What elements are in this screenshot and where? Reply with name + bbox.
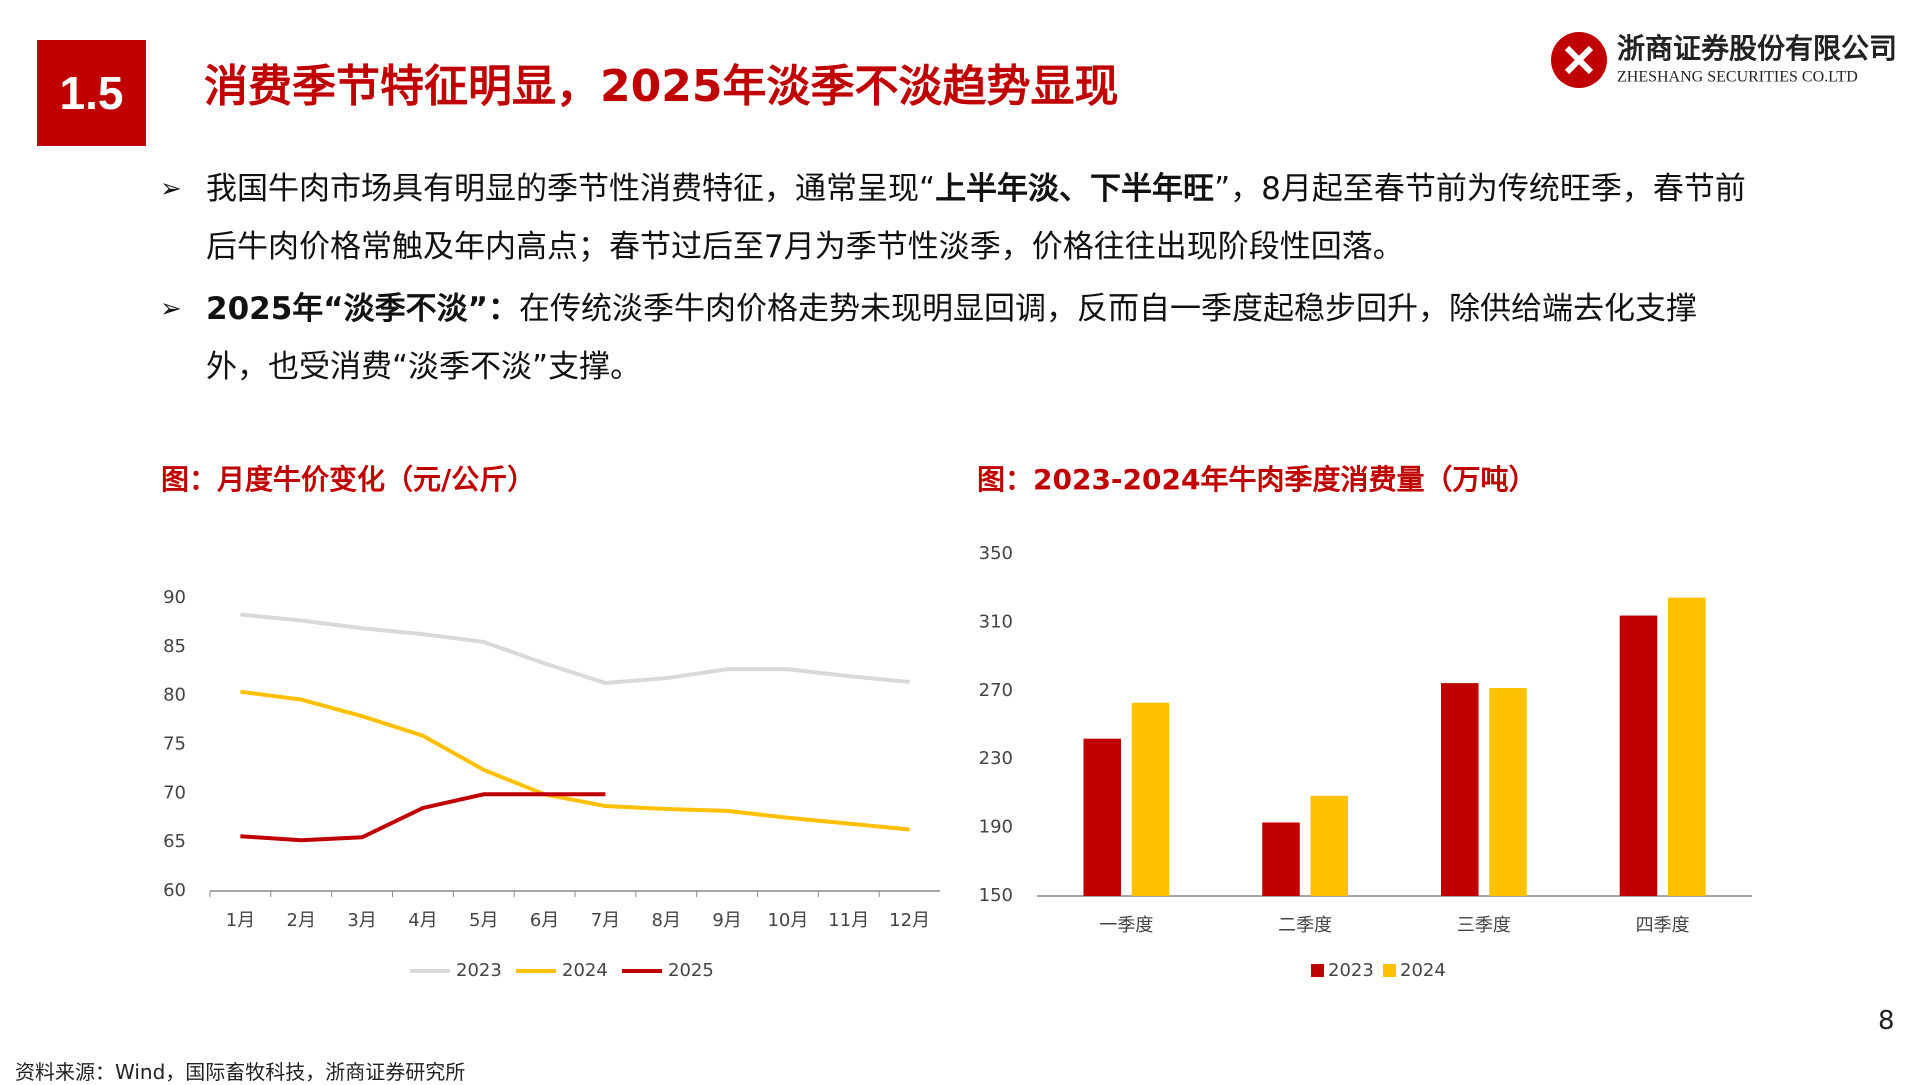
bar	[1262, 822, 1300, 896]
x-tick-label: 6月	[530, 910, 559, 931]
bar	[1440, 683, 1479, 896]
line	[240, 689, 910, 832]
page-number: 8	[1878, 1006, 1895, 1036]
chart-title: 图：月度牛价变化（元/公斤）	[161, 463, 536, 496]
bar	[1619, 615, 1658, 896]
x-tick-label: 12月	[889, 910, 930, 931]
x-tick-label: 四季度	[1636, 915, 1690, 936]
x-tick-label: 5月	[469, 910, 498, 931]
chart-title: 图：2023-2024年牛肉季度消费量（万吨）	[977, 463, 1537, 496]
bold-text: 上半年淡、下半年旺	[935, 171, 1215, 207]
bar	[1667, 597, 1706, 896]
legend-label: 2023	[456, 960, 502, 981]
bar	[1131, 702, 1170, 896]
logo: 浙商证券股份有限公司 ZHESHANG SECURITIES CO.LTD	[1551, 32, 1897, 88]
company-name-en: ZHESHANG SECURITIES CO.LTD	[1617, 69, 1858, 86]
legend-swatch	[1383, 964, 1396, 977]
legend-label: 2023	[1328, 960, 1374, 981]
y-tick-label: 350	[979, 543, 1013, 564]
y-tick-label: 80	[163, 685, 186, 706]
y-tick-label: 90	[163, 587, 186, 608]
bar	[1083, 738, 1122, 896]
legend-label: 2024	[562, 960, 608, 981]
company-name: 浙商证券股份有限公司	[1617, 32, 1897, 65]
section-number: 1.5	[37, 40, 146, 146]
y-tick-label: 65	[163, 831, 186, 852]
x-tick-label: 二季度	[1278, 915, 1332, 936]
slide-title: 消费季节特征明显，2025年淡季不淡趋势显现	[204, 61, 1119, 112]
bullet-list: 我国牛肉市场具有明显的季节性消费特征，通常呈现“上半年淡、下半年旺”，8月起至春…	[160, 160, 1750, 400]
x-tick-label: 三季度	[1457, 915, 1511, 936]
bold-text: 2025年“淡季不淡”：	[206, 291, 520, 327]
line	[240, 612, 910, 685]
y-tick-label: 310	[979, 611, 1013, 632]
x-tick-label: 7月	[591, 910, 620, 931]
text: 在传统淡季牛肉价格走势未现明显回调，反而自一季度起稳步回升，除供给端去化支撑外，…	[206, 291, 1698, 385]
source: 资料来源：Wind，国际畜牧科技，浙商证券研究所	[15, 1060, 466, 1084]
x-tick-label: 4月	[408, 910, 437, 931]
logo-symbol	[1564, 45, 1594, 75]
y-tick-label: 230	[979, 748, 1013, 769]
x-tick-label: 11月	[828, 910, 869, 931]
x-tick-label: 9月	[712, 910, 741, 931]
y-tick-label: 85	[163, 636, 186, 657]
text: ”，8月起至春节前为传统旺季，春节前后牛肉价格常触及年内高点；春节过后至7月为季…	[206, 171, 1746, 265]
x-tick-label: 一季度	[1099, 915, 1153, 936]
legend-label: 2024	[1400, 960, 1446, 981]
bar	[1489, 688, 1527, 896]
x-tick-label: 2月	[287, 910, 316, 931]
legend-swatch	[1311, 964, 1324, 977]
text: 我国牛肉市场具有明显的季节性消费特征，通常呈现“	[206, 171, 936, 207]
bullet: 我国牛肉市场具有明显的季节性消费特征，通常呈现“上半年淡、下半年旺”，8月起至春…	[160, 160, 1750, 276]
x-tick-label: 3月	[347, 910, 376, 931]
y-tick-label: 75	[163, 734, 186, 755]
y-tick-label: 190	[979, 817, 1013, 838]
bullet: 2025年“淡季不淡”：在传统淡季牛肉价格走势未现明显回调，反而自一季度起稳步回…	[160, 280, 1750, 396]
y-tick-label: 150	[979, 885, 1013, 906]
x-tick-label: 8月	[652, 910, 681, 931]
y-tick-label: 270	[979, 680, 1013, 701]
y-tick-label: 60	[163, 880, 186, 901]
x-tick-label: 1月	[226, 910, 255, 931]
line	[240, 792, 606, 843]
x-tick-label: 10月	[767, 910, 808, 931]
bar	[1310, 795, 1349, 896]
y-tick-label: 70	[163, 782, 186, 803]
legend-label: 2025	[668, 960, 714, 981]
